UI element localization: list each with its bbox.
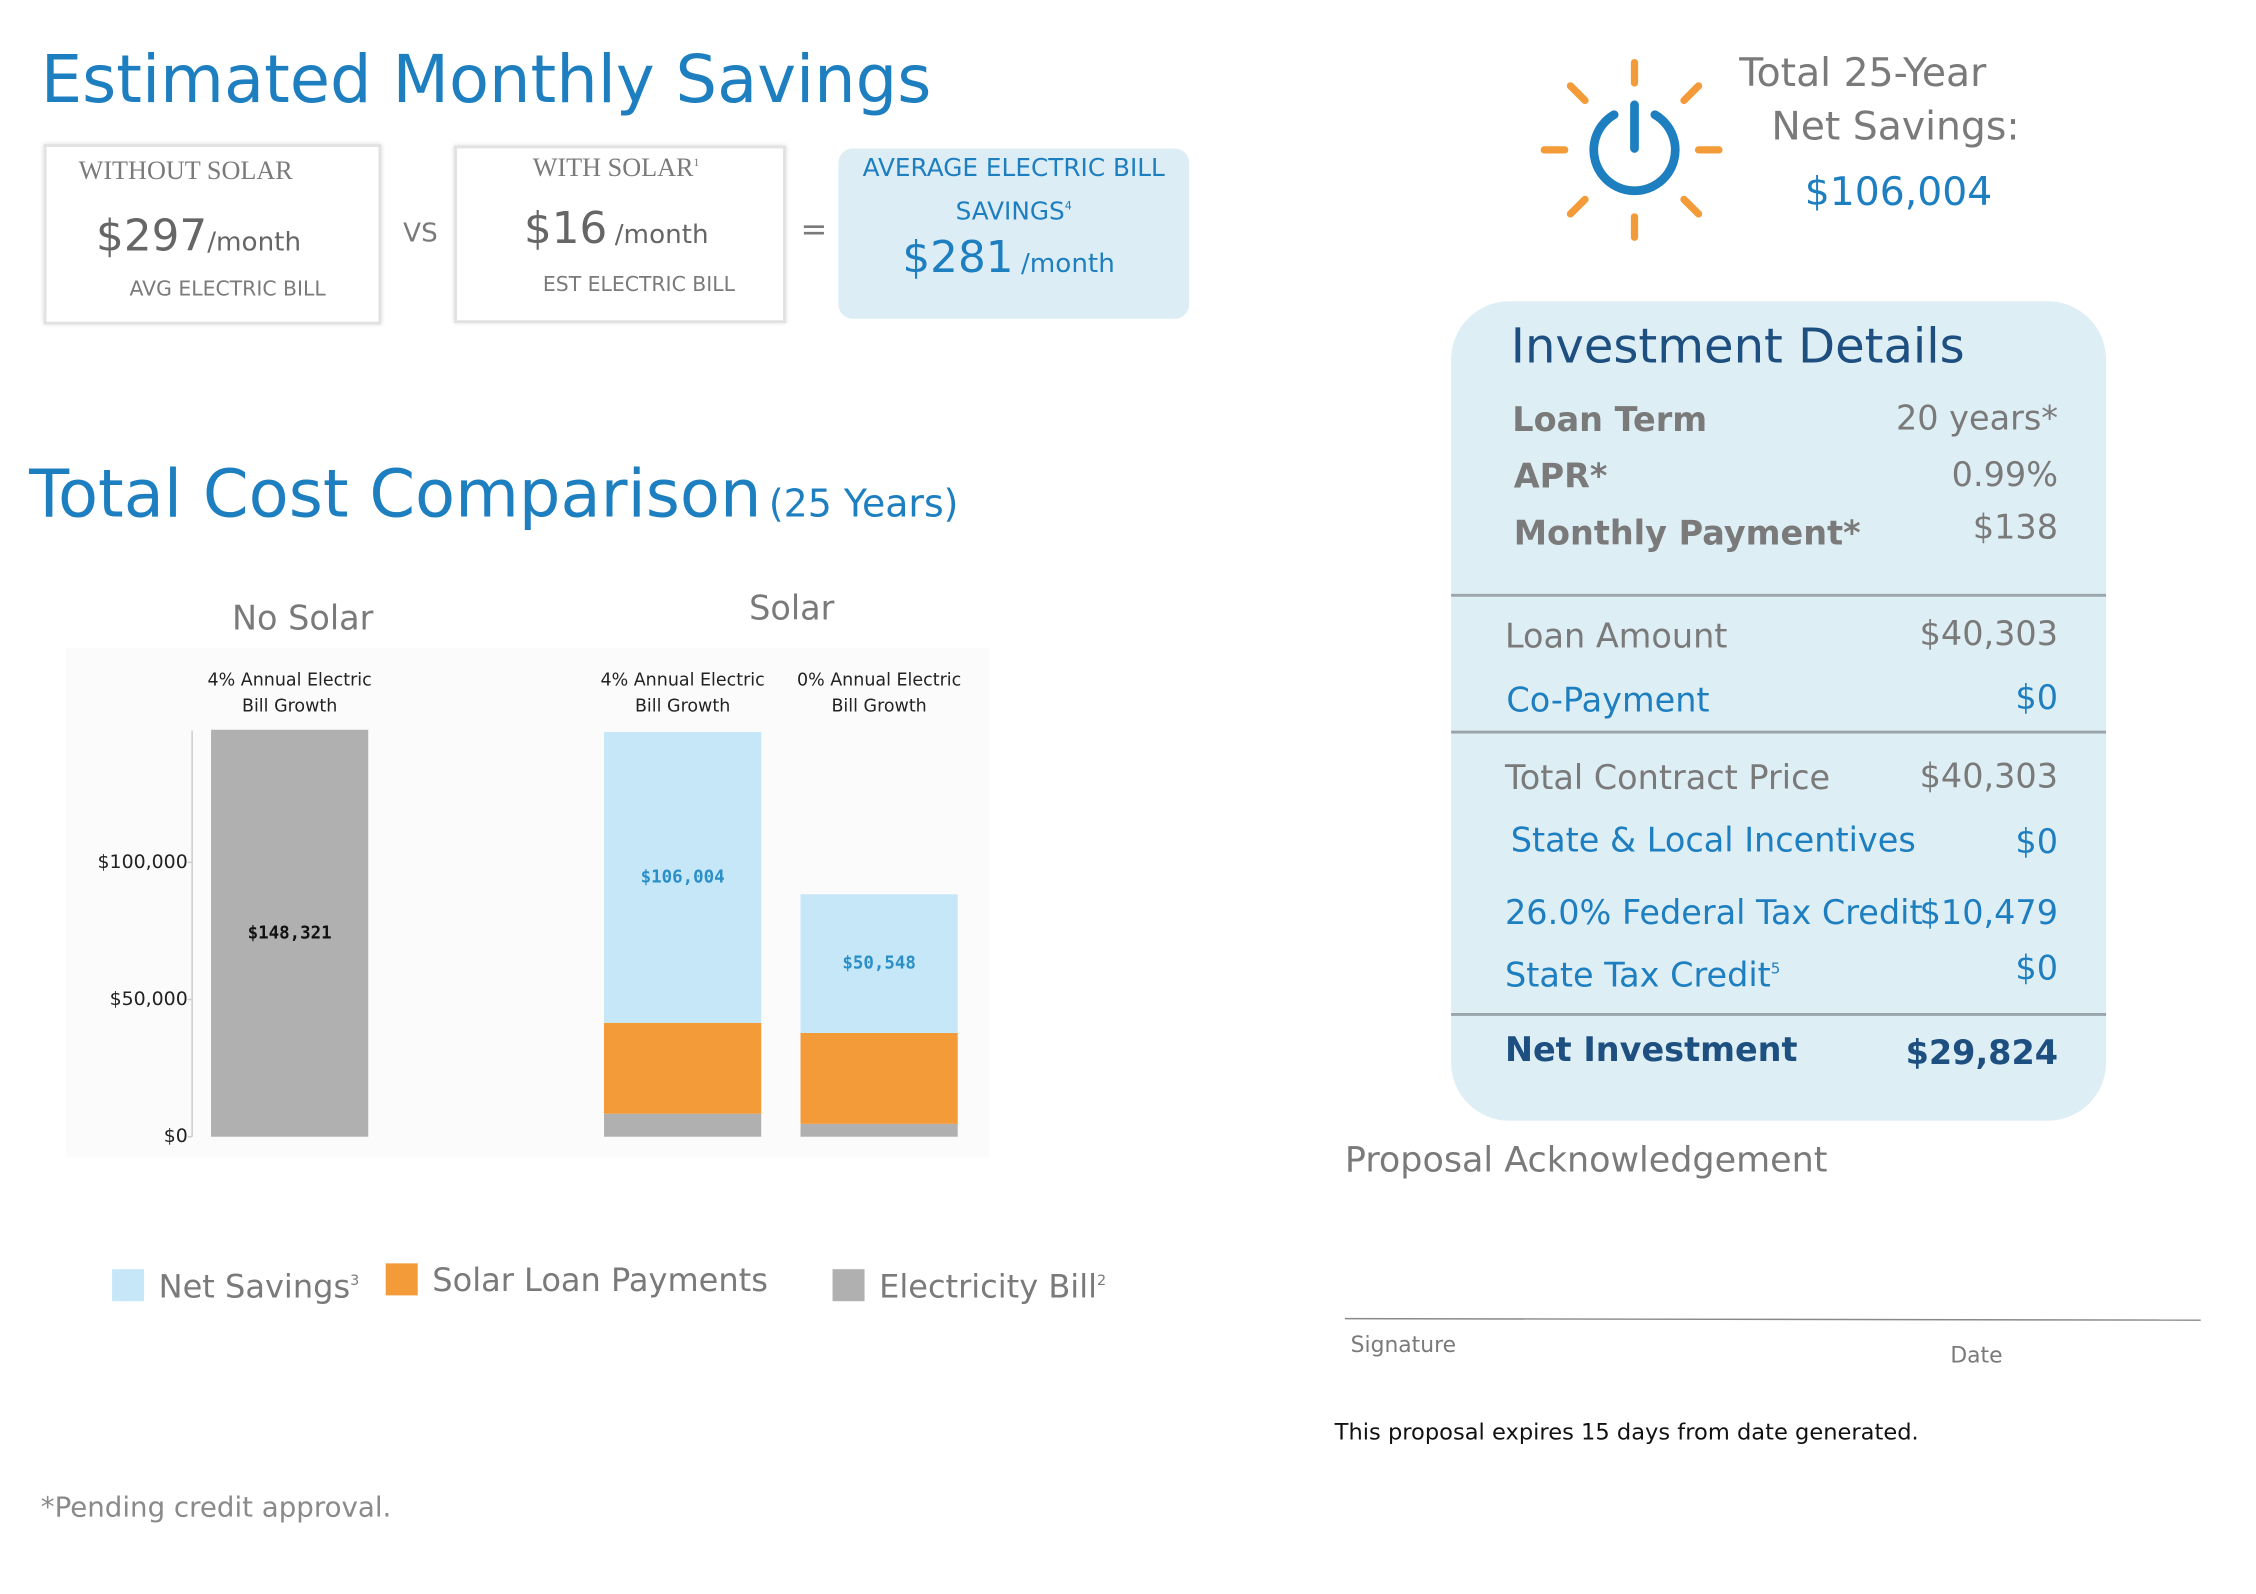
net-savings-label: Total 25-Year (1739, 50, 1987, 97)
footnote-mark: 4 (1064, 199, 1072, 213)
panel-title: Investment Details (1510, 317, 1965, 375)
net-savings-label: Net Savings: (1771, 104, 2020, 150)
unit: /month (1020, 248, 1115, 280)
average-savings-card: AVERAGE ELECTRIC BILL SAVINGS4 $281 /mon… (838, 148, 1190, 319)
row-value: $40,303 (1919, 615, 2059, 654)
bar-segment (800, 1032, 958, 1124)
card-caption: AVG ELECTRIC BILL (129, 277, 326, 302)
signature-label: Signature (1350, 1331, 1457, 1358)
power-sun-icon (1540, 58, 1723, 241)
card-amount-line: $16 /month (524, 204, 709, 255)
value-label: $50,548 (842, 954, 916, 974)
row-label-line: State Tax Credit5 (1504, 948, 1781, 996)
legend-item: Net Savings3 (112, 1260, 359, 1310)
expiry-note: This proposal expires 15 days from date … (1334, 1419, 1919, 1446)
row-value: $0 (2015, 823, 2059, 862)
divider (1451, 730, 2107, 734)
bar-segment (211, 729, 369, 1137)
legend-label: Electricity Bill (879, 1269, 1097, 1307)
legend-item: Solar Loan Payments (385, 1260, 768, 1304)
row-value: $0 (2015, 950, 2059, 989)
footnote-mark: 1 (693, 155, 700, 169)
bar-segment (604, 731, 762, 1023)
row-value: 0.99% (1951, 457, 2059, 495)
legend-swatch (832, 1269, 865, 1302)
row-label: State Tax Credit (1504, 957, 1771, 996)
y-tick-label: $100,000 (98, 851, 188, 873)
legend-swatch (112, 1269, 145, 1302)
row-value: $138 (1972, 509, 2059, 548)
operator: VS (403, 218, 438, 249)
row-value: 20 years* (1895, 400, 2059, 439)
row-label: Total Contract Price (1504, 759, 1831, 798)
y-tick-label: $50,000 (110, 988, 188, 1010)
row-value: $29,824 (1905, 1034, 2059, 1073)
section-title: Estimated Monthly Savings (40, 40, 932, 118)
group-label: Solar (749, 588, 835, 627)
row-label: Net Investment (1504, 1031, 1798, 1070)
ack-title: Proposal Acknowledgement (1344, 1139, 1828, 1181)
investment-panel (1451, 301, 2107, 1121)
amount: $297 (96, 211, 208, 262)
card-heading: WITH SOLAR (532, 152, 694, 182)
divider (1451, 1013, 2107, 1016)
footnote: *Pending credit approval. (40, 1491, 392, 1524)
footnote-mark: 5 (1770, 960, 1781, 979)
operator: = (800, 212, 828, 249)
y-tick-label: $0 (164, 1125, 188, 1147)
row-label: State & Local Incentives (1510, 822, 1916, 861)
chart-title-line: Total Cost Comparison (25 Years) (29, 456, 958, 533)
amount: $16 (523, 203, 608, 255)
signature-line (1344, 1317, 2201, 1321)
with-solar-card: WITH SOLAR1 $16 /month EST ELECTRIC BILL (454, 145, 786, 324)
row-value: $0 (2015, 679, 2059, 718)
chart-subtitle: (25 Years) (768, 483, 959, 527)
card-heading-line: WITH SOLAR1 (533, 153, 700, 184)
divider (1451, 593, 2107, 597)
chart: $0 $50,000 $100,000 No Solar Solar $148,321 $1… (65, 588, 990, 1158)
x-tick-label: 4% Annual Electric Bill Growth (600, 669, 765, 717)
value-label: $106,004 (641, 867, 725, 887)
row-label: APR* (1513, 458, 1608, 497)
net-savings-amount: $106,004 (1804, 170, 1993, 216)
footnote-mark: 2 (1096, 1273, 1107, 1290)
group-label: No Solar (232, 599, 374, 638)
date-label: Date (1950, 1341, 2003, 1369)
row-value: $10,479 (1919, 895, 2059, 933)
row-label: Loan Term (1512, 401, 1708, 440)
card-heading: WITHOUT SOLAR (78, 155, 293, 185)
row-label: Loan Amount (1504, 618, 1728, 657)
value-label: $148,321 (248, 923, 332, 943)
legend-swatch (385, 1263, 418, 1296)
card-heading-line: AVERAGE ELECTRIC BILL SAVINGS4 (853, 151, 1175, 231)
chart-title: Total Cost Comparison (29, 455, 762, 533)
bar-segment (604, 1113, 762, 1137)
card-amount-line: $281 /month (902, 233, 1114, 284)
footnote-mark: 3 (350, 1273, 360, 1290)
unit: /month (207, 227, 302, 258)
legend-label: Net Savings (158, 1269, 351, 1307)
card-amount-line: $297/month (96, 211, 301, 262)
row-label: 26.0% Federal Tax Credit (1504, 895, 1923, 933)
without-solar-card: WITHOUT SOLAR $297/month AVG ELECTRIC BI… (43, 144, 382, 325)
row-label: Co-Payment (1506, 682, 1710, 721)
row-label: Monthly Payment* (1513, 515, 1861, 554)
bar-segment (800, 1123, 958, 1137)
amount: $281 (902, 232, 1014, 284)
x-tick-label: 0% Annual Electric Bill Growth (796, 669, 962, 717)
legend-item: Electricity Bill2 (832, 1260, 1107, 1310)
unit: /month (614, 219, 709, 251)
row-value: $40,303 (1919, 758, 2059, 797)
card-caption: EST ELECTRIC BILL (542, 273, 735, 297)
legend-label: Solar Loan Payments (432, 1263, 768, 1300)
card-heading: AVERAGE ELECTRIC BILL SAVINGS (862, 154, 1165, 227)
bar-segment (800, 894, 958, 1033)
x-tick-label: 4% Annual Electric Bill Growth (207, 669, 372, 717)
bar-segment (604, 1022, 762, 1114)
